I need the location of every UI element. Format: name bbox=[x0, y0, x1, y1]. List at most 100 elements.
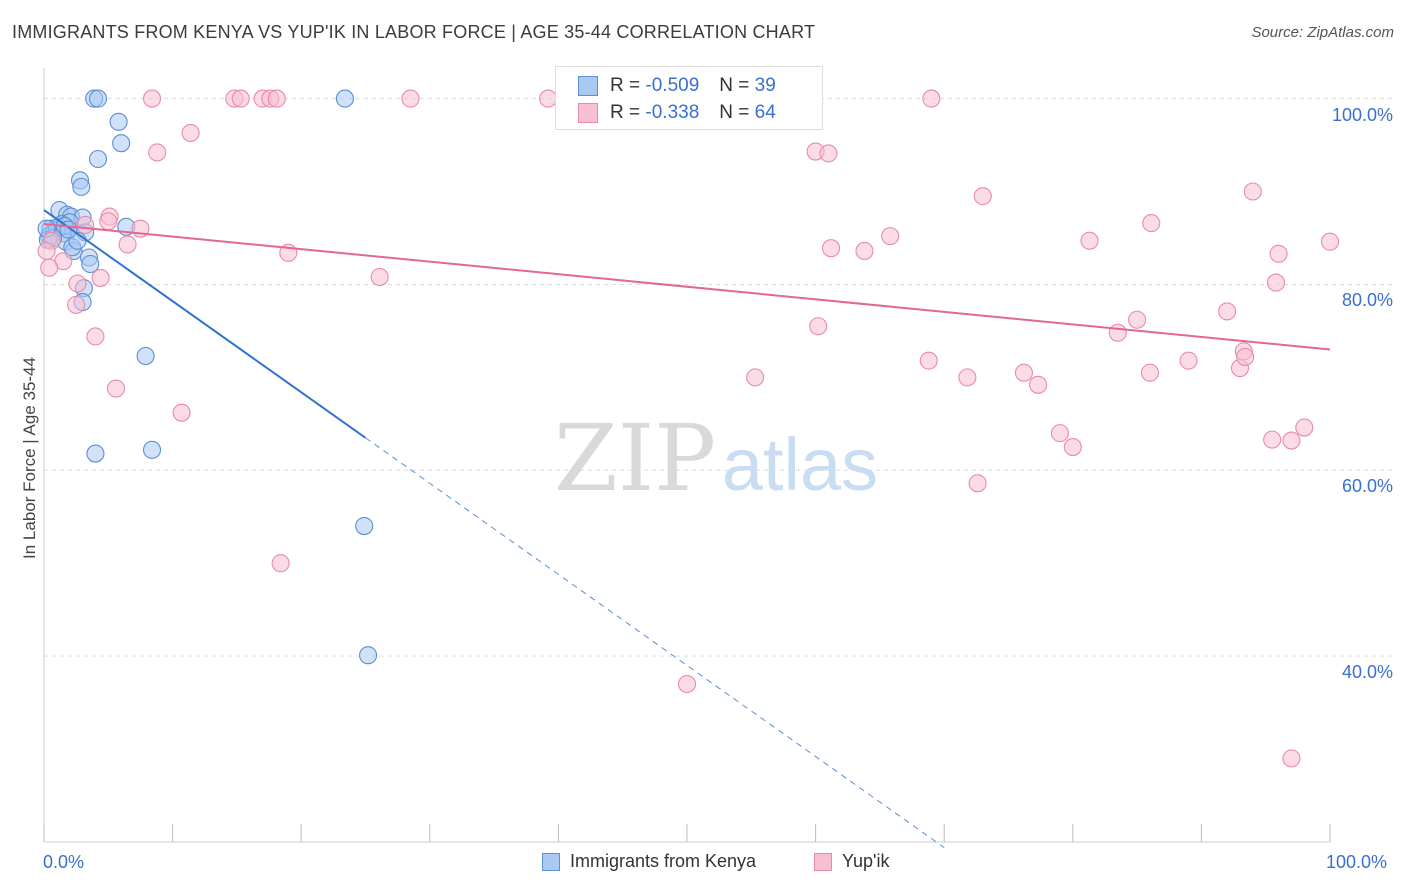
yupik-point bbox=[118, 235, 137, 254]
legend-label-kenya: Immigrants from Kenya bbox=[570, 851, 757, 871]
n-label: N = bbox=[719, 75, 750, 96]
yupik-point bbox=[231, 89, 250, 108]
kenya-point bbox=[86, 444, 105, 463]
yupik-point bbox=[1295, 418, 1314, 437]
yupik-point bbox=[1029, 375, 1048, 394]
yupik-trend-line bbox=[43, 223, 1331, 351]
kenya-point bbox=[142, 440, 162, 459]
yupik-point bbox=[1236, 347, 1255, 366]
kenya-point bbox=[109, 112, 128, 131]
yupik-point bbox=[1014, 363, 1033, 382]
yupik-point bbox=[106, 379, 126, 398]
yupik-point bbox=[1063, 438, 1082, 457]
yupik-point bbox=[370, 267, 389, 287]
kenya-point bbox=[355, 516, 374, 536]
legend-label-yupik: Yup'ik bbox=[842, 851, 890, 871]
yupik-point bbox=[91, 268, 110, 287]
yupik-point bbox=[968, 474, 987, 493]
chart-title: IMMIGRANTS FROM KENYA VS YUP'IK IN LABOR… bbox=[12, 22, 816, 42]
yupik-point bbox=[855, 241, 874, 261]
r-label: R = bbox=[610, 75, 641, 96]
kenya-point bbox=[88, 89, 108, 108]
n-value: 64 bbox=[754, 102, 776, 123]
r-value: -0.338 bbox=[645, 102, 700, 123]
kenya-trend-extension bbox=[365, 437, 945, 848]
x-tick-label-max: 100.0% bbox=[1326, 852, 1388, 872]
kenya-point bbox=[81, 254, 100, 274]
watermark-atlas: atlas bbox=[722, 423, 878, 506]
stats-row-kenya: R = -0.509 N = 39 bbox=[578, 75, 776, 97]
legend: Immigrants from Kenya Yup'ik bbox=[0, 851, 1406, 877]
grid-lines bbox=[44, 98, 1394, 657]
yupik-point bbox=[821, 239, 841, 258]
kenya-point bbox=[112, 134, 131, 153]
yupik-point bbox=[99, 212, 118, 231]
legend-item-kenya: Immigrants from Kenya bbox=[542, 851, 756, 872]
yupik-point bbox=[1243, 182, 1262, 201]
yupik-point bbox=[401, 89, 420, 108]
kenya-point bbox=[72, 177, 91, 196]
watermark-zip: ZIP bbox=[554, 405, 716, 512]
yupik-point bbox=[267, 89, 286, 108]
yupik-point bbox=[1128, 310, 1147, 329]
yupik-point bbox=[76, 215, 95, 235]
kenya-point bbox=[359, 646, 378, 665]
watermark: ZIP atlas bbox=[554, 405, 878, 512]
yupik-point bbox=[1266, 273, 1286, 292]
kenya-point bbox=[335, 89, 354, 108]
yupik-point bbox=[68, 274, 87, 293]
yupik-point bbox=[958, 368, 977, 387]
source-note: Source: ZipAtlas.com bbox=[1251, 24, 1394, 41]
y-tick-label: 100.0% bbox=[1331, 104, 1393, 125]
n-label: N = bbox=[719, 102, 750, 123]
yupik-point bbox=[819, 144, 838, 163]
yupik-point bbox=[37, 241, 56, 261]
y-tick-label: 80.0% bbox=[1341, 290, 1393, 311]
r-label: R = bbox=[610, 102, 641, 123]
yupik-point bbox=[271, 554, 290, 573]
stats-swatch-kenya bbox=[578, 76, 598, 96]
kenya-point bbox=[136, 346, 155, 366]
n-value: 39 bbox=[754, 75, 776, 96]
yupik-point bbox=[809, 317, 828, 336]
yupik-point bbox=[1179, 351, 1198, 370]
axes bbox=[43, 68, 1331, 843]
stats-legend: R = -0.509 N = 39 R = -0.338 N = 64 bbox=[555, 66, 823, 130]
yupik-point bbox=[1320, 232, 1340, 251]
kenya-trend-line bbox=[43, 209, 367, 439]
yupik-point bbox=[1142, 214, 1161, 233]
yupik-point bbox=[1269, 244, 1288, 263]
data-points bbox=[37, 89, 1340, 768]
stats-swatch-yupik bbox=[578, 103, 598, 123]
legend-item-yupik: Yup'ik bbox=[814, 851, 889, 872]
trend-lines bbox=[43, 209, 1331, 848]
yupik-point bbox=[67, 295, 86, 314]
stats-row-yupik: R = -0.338 N = 64 bbox=[578, 102, 776, 124]
legend-swatch-kenya bbox=[542, 852, 560, 871]
yupik-point bbox=[922, 89, 941, 108]
legend-swatch-yupik bbox=[814, 852, 832, 871]
yupik-point bbox=[1108, 323, 1127, 342]
yupik-point bbox=[881, 227, 900, 246]
yupik-point bbox=[1282, 749, 1301, 768]
yupik-point bbox=[86, 327, 105, 346]
yupik-point bbox=[746, 368, 765, 387]
yupik-point bbox=[1218, 302, 1237, 321]
yupik-point bbox=[40, 258, 59, 277]
yupik-point bbox=[181, 123, 200, 143]
yupik-point bbox=[1263, 430, 1282, 449]
yupik-point bbox=[1140, 363, 1160, 382]
kenya-point bbox=[88, 149, 108, 169]
yupik-point bbox=[1282, 431, 1301, 450]
yupik-point bbox=[677, 674, 697, 694]
yupik-point bbox=[1080, 231, 1099, 250]
yupik-point bbox=[919, 351, 938, 370]
yupik-point bbox=[973, 187, 992, 206]
yupik-point bbox=[172, 403, 191, 422]
y-tick-label: 40.0% bbox=[1341, 662, 1393, 683]
y-tick-label: 60.0% bbox=[1341, 476, 1393, 497]
yupik-point bbox=[148, 143, 167, 162]
yupik-point bbox=[1050, 424, 1069, 443]
yupik-point bbox=[142, 89, 162, 108]
